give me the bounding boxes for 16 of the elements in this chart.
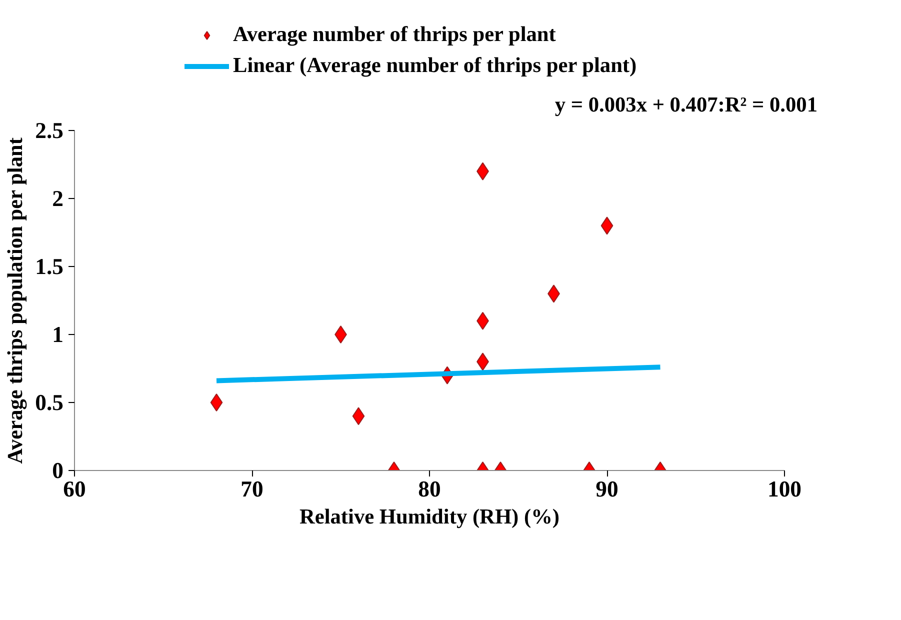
y-tick-label: 2.5 [35,118,64,143]
x-tick-label: 60 [63,476,86,502]
x-tick-label: 100 [768,476,802,502]
legend-label: Average number of thrips per plant [233,22,556,47]
x-tick-label: 80 [418,476,441,502]
x-tick-label: 70 [240,476,264,502]
y-tick-label: 0 [52,458,64,483]
text: y = 0.003x + 0.407:R² = 0.001 [554,92,818,116]
legend-label: Linear (Average number of thrips per plant) [233,53,637,78]
y-tick-label: 1 [52,322,64,347]
y-tick-label: 0.5 [35,390,64,415]
x-axis-title: Relative Humidity (RH) (%) [299,504,560,528]
y-axis-title: Average thrips population per plant [3,136,28,464]
x-tick-label: 90 [596,476,618,502]
y-tick-label: 2 [52,186,64,211]
y-tick-label: 1.5 [35,254,64,279]
